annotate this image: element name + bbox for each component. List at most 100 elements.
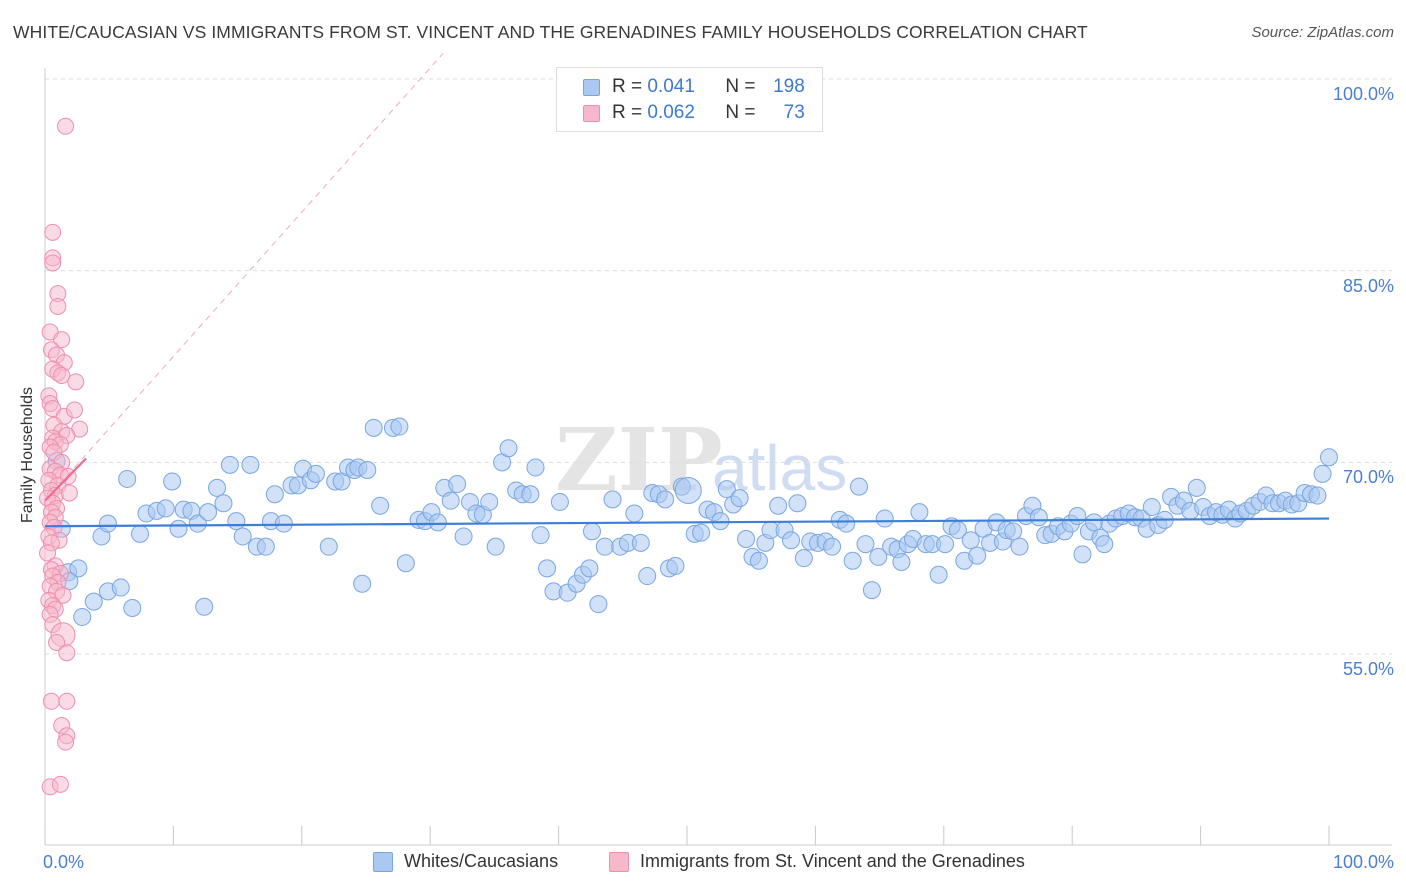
blue-point [625, 504, 644, 523]
chart-title: WHITE/CAUCASIAN VS IMMIGRANTS FROM ST. V… [13, 22, 1088, 42]
pink-point [67, 373, 85, 391]
blue-point [692, 523, 711, 542]
blue-point [550, 492, 569, 511]
legend-r-label: R = [612, 76, 643, 97]
pink-point [57, 733, 75, 751]
blue-point [169, 519, 188, 538]
blue-point [730, 489, 749, 508]
pink-reference-line [44, 53, 444, 501]
legend-r-label: R = [612, 102, 643, 123]
blue-point [823, 537, 842, 556]
blue-point [589, 595, 608, 614]
blue-point [749, 551, 768, 570]
blue-point [163, 472, 182, 491]
pink-point [58, 692, 76, 710]
legend-swatch-blue [583, 78, 600, 96]
legend-r-value: 0.062 [647, 102, 695, 123]
blue-point [1029, 508, 1048, 527]
blue-point [910, 503, 929, 522]
blue-point [448, 475, 467, 494]
blue-point [674, 476, 702, 504]
blue-point [256, 537, 275, 556]
blue-point [1004, 522, 1023, 541]
bottom-legend-label-immigrants: Immigrants from St. Vincent and the Gren… [640, 851, 1025, 871]
blue-point [396, 554, 415, 573]
legend-r-value: 0.041 [647, 76, 695, 97]
blue-point [441, 491, 460, 510]
pink-point [44, 254, 62, 272]
blue-point [428, 513, 447, 532]
blue-point [837, 514, 856, 533]
blue-point [123, 599, 142, 617]
bottom-legend-swatch-blue [373, 851, 393, 872]
pink-point [42, 692, 60, 710]
blue-point [233, 527, 252, 546]
y-tick-label-100: 100.0% [1332, 84, 1394, 104]
blue-point [241, 455, 260, 474]
blue-point [454, 527, 473, 546]
blue-point [208, 478, 227, 497]
blue-point [214, 494, 233, 513]
legend-row-immigrants: R = 0.062 N = 73 [583, 101, 805, 125]
blue-point [364, 418, 383, 437]
blue-point [131, 524, 150, 543]
pink-point [51, 775, 69, 793]
pink-point [66, 401, 84, 419]
blue-point [371, 496, 390, 515]
blue-point [390, 417, 409, 436]
blue-point [480, 492, 499, 511]
pink-point [57, 117, 75, 135]
blue-point [580, 559, 599, 578]
blue-point [582, 522, 601, 541]
blue-point [69, 559, 88, 578]
bottom-legend-swatch-pink [609, 851, 629, 872]
blue-point [782, 531, 801, 550]
blue-point [936, 535, 955, 554]
y-tick-label-70: 70.0% [1342, 467, 1394, 488]
pink-point [53, 366, 71, 384]
blue-point [788, 494, 807, 513]
blue-point [1073, 545, 1092, 564]
pink-point [58, 644, 76, 662]
blue-point [656, 490, 675, 509]
y-axis-label: Family Households [19, 386, 36, 524]
legend-n-value: 73 [783, 102, 805, 123]
blue-point [486, 537, 505, 556]
blue-point [353, 574, 372, 593]
legend-swatch-pink [583, 104, 600, 122]
blue-point [73, 607, 92, 626]
blue-point [595, 537, 614, 556]
bottom-legend-immigrants: Immigrants from St. Vincent and the Gren… [609, 851, 1025, 872]
blue-point [1095, 535, 1114, 554]
legend-row-whites: R = 0.041 N = 198 [583, 75, 805, 99]
blue-point [1313, 464, 1332, 483]
blue-point [1142, 498, 1161, 517]
blue-point [1085, 513, 1104, 532]
blue-point [538, 559, 557, 578]
blue-point [843, 551, 862, 570]
blue-point [199, 503, 218, 522]
legend-n-label: N = [725, 76, 756, 97]
legend-n-label: N = [725, 102, 756, 123]
blue-point [188, 514, 207, 533]
blue-point [737, 530, 756, 548]
pink-point [53, 331, 71, 349]
blue-point [531, 526, 550, 545]
blue-point [929, 565, 948, 584]
blue-point [1010, 537, 1029, 556]
blue-point [358, 461, 377, 479]
y-tick-label-55: 55.0% [1342, 659, 1394, 679]
blue-point [862, 581, 881, 600]
blue-point [220, 455, 239, 474]
blue-point [265, 485, 284, 504]
source-label: Source: ZipAtlas.com [1251, 24, 1394, 41]
blue-point [111, 578, 130, 597]
blue-point [666, 556, 685, 575]
pink-point [49, 297, 67, 315]
pink-point [60, 484, 78, 502]
blue-point [968, 546, 987, 565]
blue-point [98, 514, 117, 533]
blue-point [961, 531, 980, 550]
blue-point [892, 553, 911, 571]
blue-point [850, 477, 869, 496]
